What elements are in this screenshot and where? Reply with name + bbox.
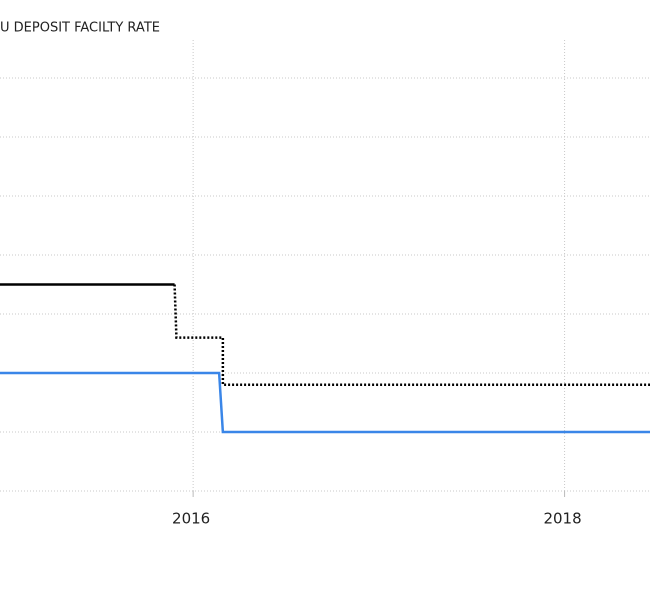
chart-title: U DEPOSIT FACILTY RATE — [0, 21, 160, 36]
series-line — [173, 284, 650, 387]
series-line — [0, 371, 650, 434]
x-tick-label: 2018 — [543, 510, 581, 528]
x-tick-label: 2016 — [172, 510, 210, 528]
